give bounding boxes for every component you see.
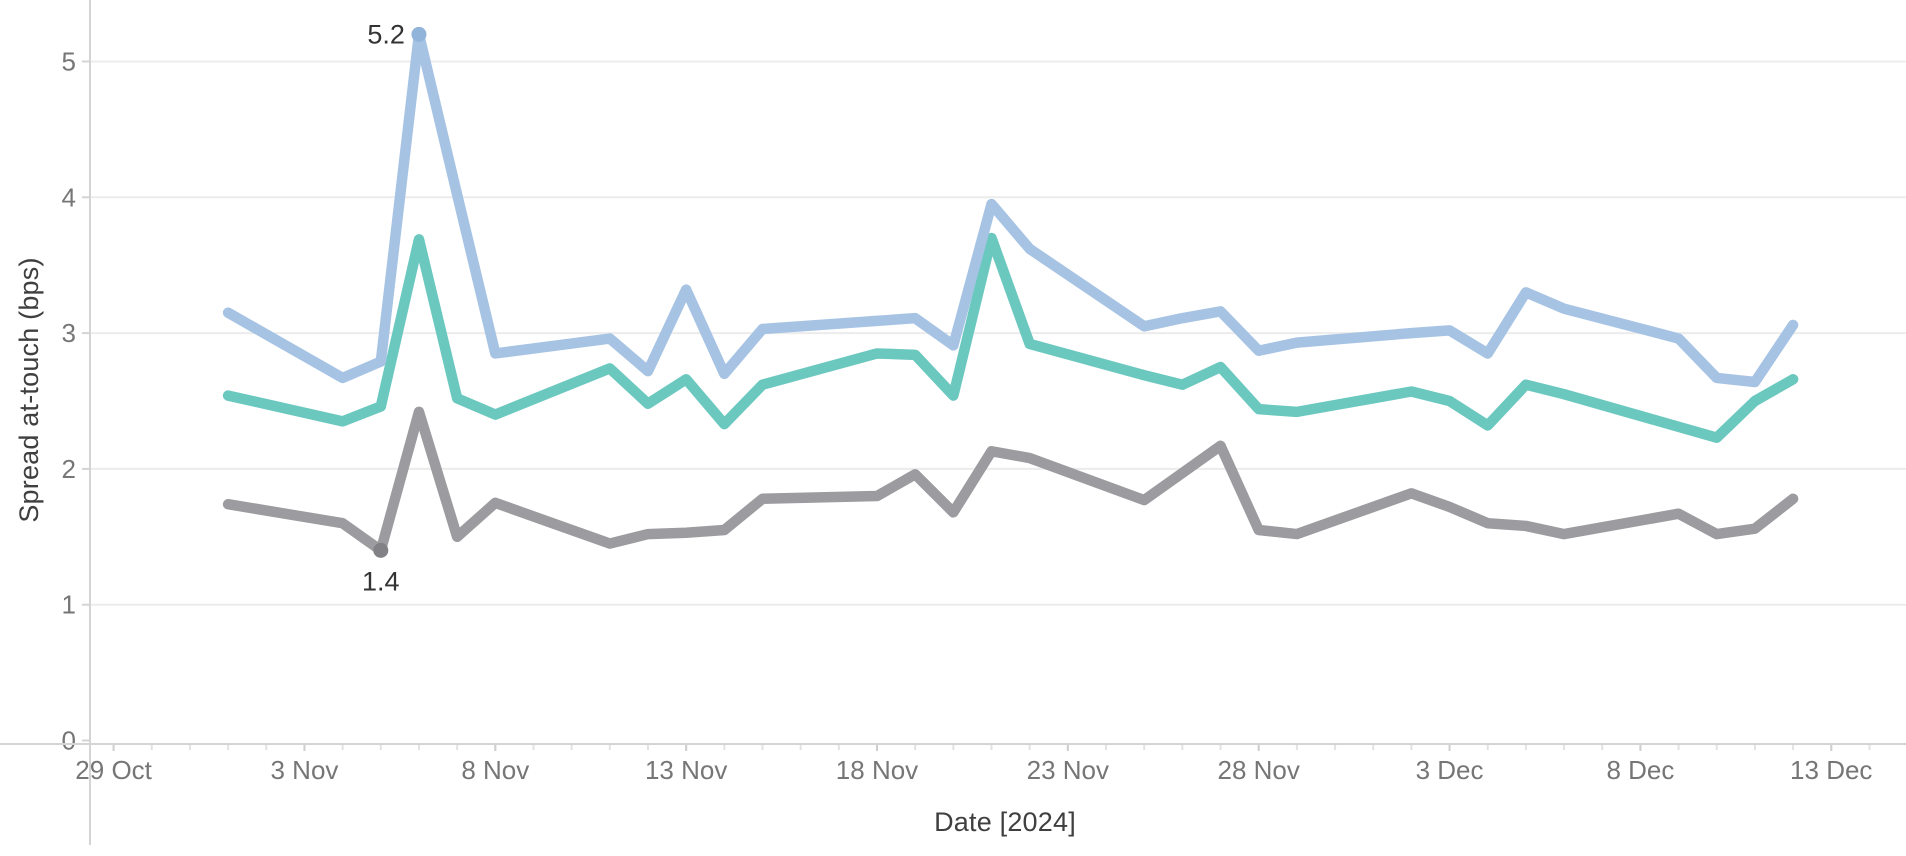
y-tick-label: 3 [62,318,76,348]
x-tick-label: 3 Dec [1416,755,1484,785]
x-axis-title: Date [2024] [934,807,1076,837]
series-gray-line[interactable] [222,406,1799,556]
annotation-dot-blue[interactable] [411,26,427,42]
annotation-label-blue: 5.2 [367,19,405,49]
y-tick-label: 1 [62,590,76,620]
y-tick-label: 5 [62,47,76,77]
x-tick-label: 13 Nov [645,755,727,785]
x-tick-label: 29 Oct [75,755,152,785]
annotation-dot-gray[interactable] [373,542,389,558]
y-tick-label: 2 [62,454,76,484]
y-tick-label: 4 [62,182,76,212]
x-tick-label: 13 Dec [1790,755,1872,785]
x-tick-label: 8 Dec [1606,755,1674,785]
y-tick-label: 0 [62,726,76,756]
y-axis-title: Spread at-touch (bps) [14,257,44,523]
x-tick-label: 23 Nov [1027,755,1109,785]
series-teal-line[interactable] [222,232,1799,443]
x-tick-label: 18 Nov [836,755,918,785]
annotation-label-gray: 1.4 [362,566,400,596]
x-tick-label: 28 Nov [1218,755,1300,785]
series-blue-line[interactable] [222,29,1799,388]
x-tick-label: 8 Nov [461,755,529,785]
x-tick-label: 3 Nov [270,755,338,785]
